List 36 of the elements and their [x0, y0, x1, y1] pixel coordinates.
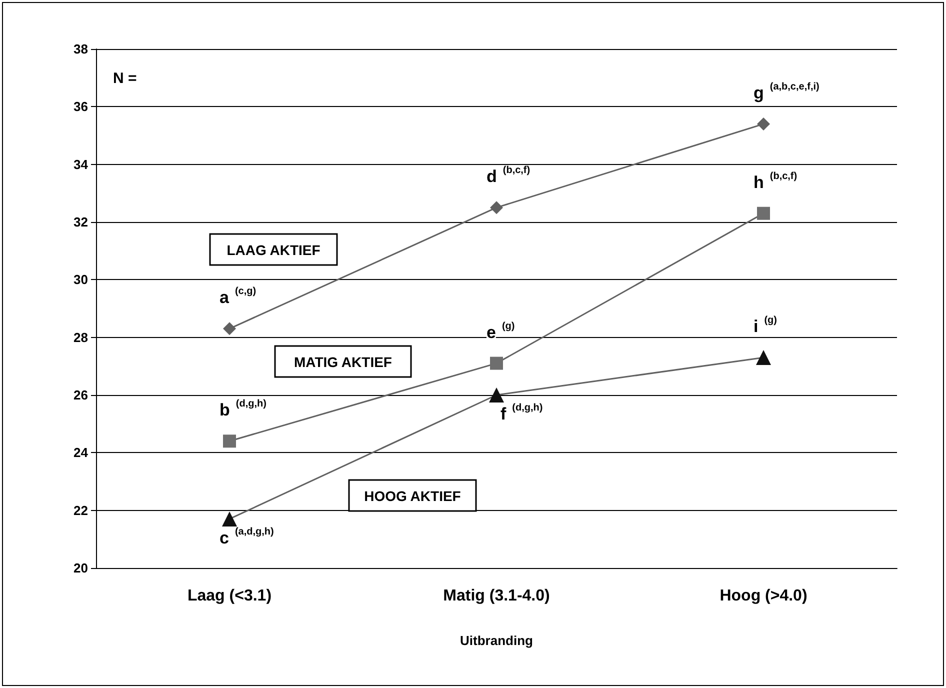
series-label: LAAG AKTIEF	[226, 242, 321, 258]
point	[490, 201, 503, 214]
annotation: i (g)	[754, 315, 778, 336]
y-tick-label: 30	[74, 272, 88, 288]
y-tick-label: 34	[74, 156, 89, 172]
x-axis-title: Uitbranding	[460, 633, 534, 648]
y-tick-label: 36	[74, 99, 88, 114]
y-tick-label: 38	[74, 42, 88, 56]
point	[757, 117, 770, 130]
y-tick-label: 22	[74, 502, 88, 518]
y-tick-label: 26	[74, 388, 88, 402]
annotation: b (d,g,h)	[220, 398, 266, 420]
y-tick-label: 24	[74, 445, 89, 460]
point	[489, 388, 504, 402]
y-tick-label: 20	[74, 560, 88, 576]
point	[757, 206, 770, 220]
text: HOOG AKTIEF	[364, 488, 462, 504]
annotation: g (a,b,c,e,f,i)	[754, 81, 820, 102]
point	[756, 350, 771, 366]
y-tick-label: 32	[74, 214, 88, 230]
y-tick-label: 28	[74, 330, 88, 345]
x-tick-label: Matig (3.1-4.0)	[443, 588, 550, 604]
annotation: N =	[113, 70, 137, 87]
annotation: c (a,d,g,h)	[220, 526, 274, 548]
point	[223, 322, 236, 336]
x-tick-label: Hoog (>4.0)	[720, 588, 808, 604]
point	[490, 356, 503, 370]
annotation: a (c,g)	[220, 286, 256, 308]
point	[222, 511, 237, 526]
annotation: e (g)	[486, 320, 515, 342]
point	[223, 434, 236, 448]
annotation: h (b,c,f)	[754, 170, 798, 192]
annotation: d (b,c,f)	[486, 165, 530, 186]
annotation: f (d,g,h)	[500, 402, 543, 424]
series-label: MATIG AKTIEF	[294, 354, 392, 370]
x-tick-label: Laag (<3.1)	[187, 588, 272, 604]
